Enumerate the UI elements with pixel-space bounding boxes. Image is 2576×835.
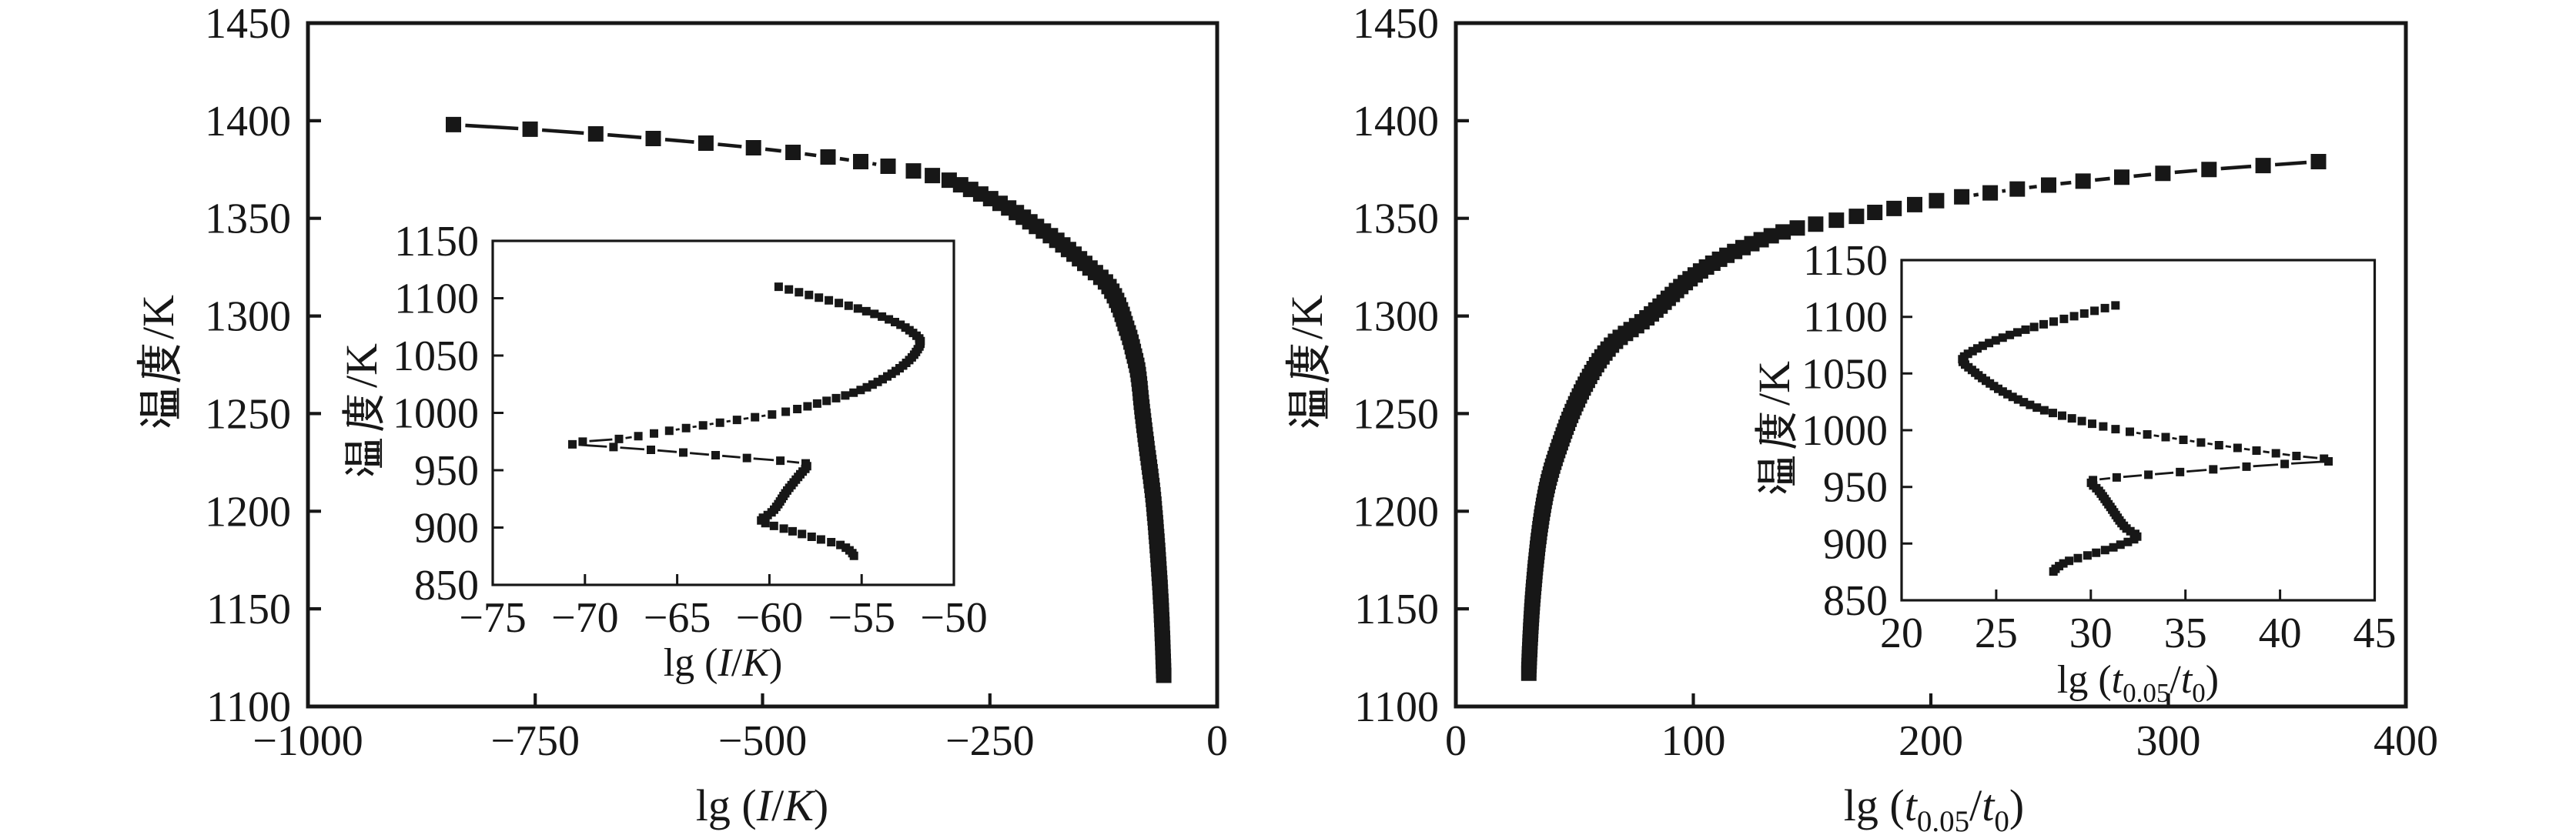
svg-text:−500: −500 bbox=[718, 717, 808, 765]
svg-text:1450: 1450 bbox=[205, 0, 291, 48]
svg-text:/K: /K bbox=[336, 343, 386, 388]
svg-text:1350: 1350 bbox=[1353, 195, 1439, 243]
svg-text:−750: −750 bbox=[490, 717, 580, 765]
svg-text:1150: 1150 bbox=[206, 586, 291, 633]
svg-text:1200: 1200 bbox=[1353, 488, 1439, 536]
svg-text:/K: /K bbox=[133, 295, 183, 339]
svg-text:−250: −250 bbox=[945, 717, 1035, 765]
svg-text:1000: 1000 bbox=[1802, 407, 1888, 455]
svg-text:0: 0 bbox=[1445, 717, 1467, 765]
svg-text:1250: 1250 bbox=[205, 390, 291, 438]
svg-text:−65: −65 bbox=[644, 594, 711, 642]
svg-text:950: 950 bbox=[414, 447, 479, 495]
svg-text:−60: −60 bbox=[736, 594, 804, 642]
svg-text:1050: 1050 bbox=[1802, 350, 1888, 398]
svg-text:−75: −75 bbox=[459, 594, 527, 642]
svg-text:1350: 1350 bbox=[205, 195, 291, 243]
svg-text:400: 400 bbox=[2374, 717, 2438, 765]
svg-text:45: 45 bbox=[2354, 610, 2397, 657]
svg-text:25: 25 bbox=[1975, 610, 2018, 657]
svg-text:−55: −55 bbox=[828, 594, 895, 642]
svg-text:−1000: −1000 bbox=[253, 717, 363, 765]
svg-text:1100: 1100 bbox=[1803, 294, 1888, 342]
svg-text:lg (I/K): lg (I/K) bbox=[664, 641, 783, 685]
svg-text:850: 850 bbox=[1823, 577, 1888, 625]
svg-text:300: 300 bbox=[2136, 717, 2201, 765]
svg-text:20: 20 bbox=[1880, 610, 1923, 657]
svg-text:−70: −70 bbox=[551, 594, 619, 642]
svg-text:1100: 1100 bbox=[394, 276, 479, 323]
svg-text:900: 900 bbox=[414, 505, 479, 553]
svg-text:1150: 1150 bbox=[1803, 237, 1888, 285]
svg-text:1050: 1050 bbox=[393, 332, 479, 380]
svg-text:1200: 1200 bbox=[205, 488, 291, 536]
svg-text:1300: 1300 bbox=[205, 293, 291, 341]
svg-text:/K: /K bbox=[1749, 361, 1799, 406]
svg-text:1100: 1100 bbox=[206, 683, 291, 731]
svg-text:900: 900 bbox=[1823, 520, 1888, 568]
svg-text:100: 100 bbox=[1661, 717, 1726, 765]
svg-text:−50: −50 bbox=[920, 594, 988, 642]
svg-text:lg (I/K): lg (I/K) bbox=[696, 780, 828, 830]
svg-text:1300: 1300 bbox=[1353, 293, 1439, 341]
svg-text:35: 35 bbox=[2164, 610, 2207, 657]
svg-text:1250: 1250 bbox=[1353, 390, 1439, 438]
svg-text:/K: /K bbox=[1282, 295, 1332, 339]
svg-text:1400: 1400 bbox=[1353, 98, 1439, 145]
svg-text:200: 200 bbox=[1899, 717, 1963, 765]
svg-text:1150: 1150 bbox=[1354, 586, 1439, 633]
svg-text:1400: 1400 bbox=[205, 98, 291, 145]
svg-text:1150: 1150 bbox=[394, 218, 479, 266]
svg-text:40: 40 bbox=[2259, 610, 2302, 657]
svg-text:0: 0 bbox=[1206, 717, 1228, 765]
svg-text:850: 850 bbox=[414, 562, 479, 610]
svg-text:1450: 1450 bbox=[1353, 0, 1439, 48]
svg-text:30: 30 bbox=[2069, 610, 2113, 657]
svg-text:1000: 1000 bbox=[393, 390, 479, 438]
svg-text:950: 950 bbox=[1823, 464, 1888, 512]
svg-text:1100: 1100 bbox=[1354, 683, 1439, 731]
